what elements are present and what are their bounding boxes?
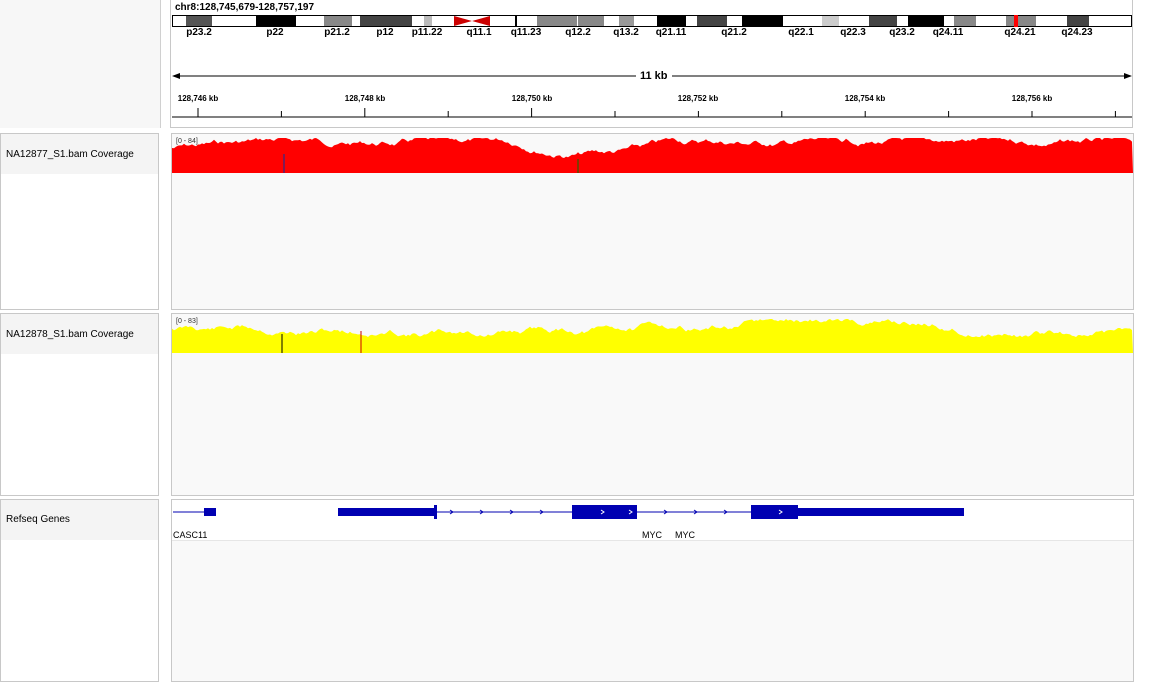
ruler-tick-label: 128,752 kb — [677, 94, 719, 103]
track-name: Refseq Genes — [6, 514, 70, 525]
band-label: p21.2 — [324, 27, 350, 38]
band-label: q21.2 — [721, 27, 747, 38]
track-name-panel-3[interactable]: Refseq Genes — [0, 499, 159, 682]
track-name-panel-2[interactable]: NA12878_S1.bam Coverage — [0, 313, 159, 496]
band-label: q21.11 — [655, 27, 687, 38]
gene-casc11 — [173, 508, 216, 516]
current-region-marker — [1014, 15, 1018, 27]
gene-label-casc11: CASC11 — [173, 530, 208, 540]
track-name-row[interactable]: NA12877_S1.bam Coverage — [1, 134, 158, 174]
band-label: q12.2 — [565, 27, 591, 38]
band-label: q24.21 — [1004, 27, 1036, 38]
ruler-tick-label: 128,748 kb — [344, 94, 386, 103]
coverage-histogram — [172, 138, 1133, 173]
gene-row — [172, 500, 1133, 541]
band-label: p11.22 — [411, 27, 443, 38]
ruler-ticks — [172, 108, 1132, 118]
data-range-label: [0 - 84] — [176, 138, 198, 145]
coverage-track-na12877[interactable]: [0 - 84] — [171, 133, 1134, 310]
chromosome-ideogram[interactable] — [172, 15, 1132, 27]
band-label: q13.2 — [613, 27, 639, 38]
coverage-histogram — [172, 319, 1133, 353]
band-label: p23.2 — [186, 27, 212, 38]
band-label: q24.11 — [932, 27, 964, 38]
gene-label-myc: MYC — [642, 530, 662, 540]
coverage-track-na12878[interactable]: [0 - 83] — [171, 313, 1134, 496]
ruler-tick-label: 128,750 kb — [511, 94, 553, 103]
gene-label-myc: MYC — [675, 530, 695, 540]
band-label: q11.1 — [466, 27, 492, 38]
band-label: q11.23 — [510, 27, 542, 38]
track-name: NA12878_S1.bam Coverage — [6, 329, 134, 340]
gene-models[interactable] — [172, 500, 1133, 530]
header-name-panel — [0, 0, 161, 128]
band-label: p12 — [376, 27, 394, 38]
band-label: q22.3 — [840, 27, 866, 38]
refseq-genes-track[interactable]: CASC11 MYC MYC — [171, 499, 1134, 682]
band-label: q23.2 — [889, 27, 915, 38]
gene-myc — [338, 505, 964, 519]
ruler-tick-label: 128,754 kb — [844, 94, 886, 103]
span-label: 11 kb — [636, 70, 672, 82]
band-label: q24.23 — [1061, 27, 1093, 38]
track-name-row[interactable]: Refseq Genes — [1, 500, 158, 540]
ruler-tick-label: 128,756 kb — [1011, 94, 1053, 103]
locus-label: chr8:128,745,679-128,757,197 — [175, 2, 315, 13]
track-name-row[interactable]: NA12878_S1.bam Coverage — [1, 314, 158, 354]
ruler-tick-label: 128,746 kb — [177, 94, 219, 103]
data-range-label: [0 - 83] — [176, 318, 198, 325]
band-label: q22.1 — [788, 27, 814, 38]
track-name: NA12877_S1.bam Coverage — [6, 149, 134, 160]
track-name-panel-1[interactable]: NA12877_S1.bam Coverage — [0, 133, 159, 310]
band-label: p22 — [266, 27, 284, 38]
